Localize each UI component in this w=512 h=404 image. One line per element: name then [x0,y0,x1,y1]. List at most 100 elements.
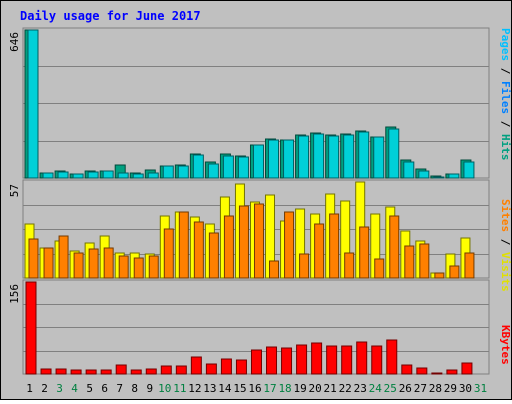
y-max-label: 57 [8,184,21,197]
bar-files-30 [463,161,475,179]
legend-top: Pages / Files / Hits [499,28,512,161]
bar-files-9 [147,172,159,179]
bar-files-18 [283,139,295,179]
bar-sites-25 [389,215,400,279]
bar-sites-27 [419,243,430,279]
bar-sites-5 [88,248,99,279]
bar-files-23 [358,131,370,179]
x-tick-label: 30 [459,382,472,395]
bar-sites-3 [58,235,69,279]
bar-files-17 [268,139,280,179]
x-tick-label: 8 [131,382,138,395]
bar-sites-21 [329,213,340,279]
x-tick-label: 22 [339,382,352,395]
legend-item: Pages [499,28,512,61]
bar-kbytes-14 [220,358,232,375]
x-tick-label: 31 [474,382,487,395]
bar-kbytes-26 [401,364,413,375]
x-tick-label: 29 [444,382,457,395]
bar-sites-30 [464,252,475,279]
bar-kbytes-6 [100,369,112,375]
x-tick-label: 9 [146,382,153,395]
panel-visits-sites: 57 [8,179,490,279]
x-tick-label: 10 [158,382,171,395]
bar-files-19 [298,135,310,179]
bar-sites-23 [359,226,370,279]
bar-sites-14 [223,215,234,279]
bar-sites-9 [148,255,159,279]
bar-sites-24 [374,258,385,279]
bar-kbytes-22 [341,345,353,375]
legend-middle: Sites / Visits [499,199,512,292]
x-tick-label: 15 [233,382,246,395]
bar-kbytes-16 [250,349,262,375]
panel-kbytes: 156 [8,279,490,375]
bar-sites-29 [449,265,460,279]
bar-files-12 [192,154,204,179]
bar-sites-6 [103,247,114,279]
x-tick-label: 14 [218,382,232,395]
bar-sites-12 [193,221,204,279]
legend-item: Files [499,81,512,114]
bar-files-24 [373,136,385,179]
x-tick-label: 25 [384,382,397,395]
bar-kbytes-29 [446,369,458,375]
bar-sites-4 [73,252,84,279]
bar-kbytes-21 [326,345,338,375]
bar-sites-1 [28,238,39,279]
bar-files-27 [418,170,430,179]
grid-lines [23,66,489,142]
bar-sites-11 [178,211,189,279]
x-tick-label: 11 [173,382,186,395]
x-tick-label: 19 [293,382,306,395]
bar-sites-15 [238,205,249,279]
bar-files-7 [117,172,129,179]
legend-item: KBytes [499,325,512,365]
y-max-label: 646 [8,32,21,52]
bar-files-28 [433,176,445,179]
x-axis-labels: 1 2 3 4 5 6 7 8 9 10 11 12 13 14 15 16 17 18 19 20 21 22 23 24 2… [26,382,487,395]
bar-files-26 [403,161,415,179]
bar-files-10 [162,165,174,179]
x-tick-label: 7 [116,382,123,395]
bar-kbytes-30 [461,362,473,375]
bar-kbytes-18 [281,347,293,375]
legend-item: / [499,61,512,81]
legend-bottom: KBytes [499,325,512,365]
bar-kbytes-2 [40,368,52,375]
x-tick-label: 18 [278,382,291,395]
bar-sites-28 [434,272,445,279]
x-tick-label: 17 [263,382,276,395]
x-tick-label: 24 [369,382,383,395]
bar-files-4 [72,173,84,179]
bar-kbytes-15 [235,359,247,375]
bar-files-22 [343,134,355,179]
bar-kbytes-20 [311,342,323,375]
y-max-label: 156 [8,284,21,304]
bar-files-20 [313,133,325,179]
bar-files-15 [237,156,249,179]
x-tick-label: 23 [354,382,367,395]
bar-files-11 [177,165,189,179]
series-sites [28,203,475,279]
bar-files-2 [42,172,54,179]
bar-files-21 [328,135,340,179]
bar-sites-19 [299,253,310,279]
bar-sites-2 [43,247,54,279]
bar-files-13 [207,163,219,179]
chart-panels: 646 57 156 Pages / Files / Hits Sites / Visi… [8,27,512,375]
bar-sites-10 [163,228,174,279]
x-tick-label: 4 [71,382,78,395]
bar-sites-13 [208,232,219,279]
chart-title: Daily usage for June 2017 [20,9,201,23]
bar-sites-20 [314,223,325,279]
legend-item: Hits [499,134,512,161]
x-tick-label: 3 [56,382,63,395]
bar-kbytes-3 [55,368,67,375]
bar-kbytes-27 [416,367,428,375]
bar-sites-16 [253,203,264,279]
bar-kbytes-28 [431,372,443,375]
bar-kbytes-25 [386,339,398,375]
